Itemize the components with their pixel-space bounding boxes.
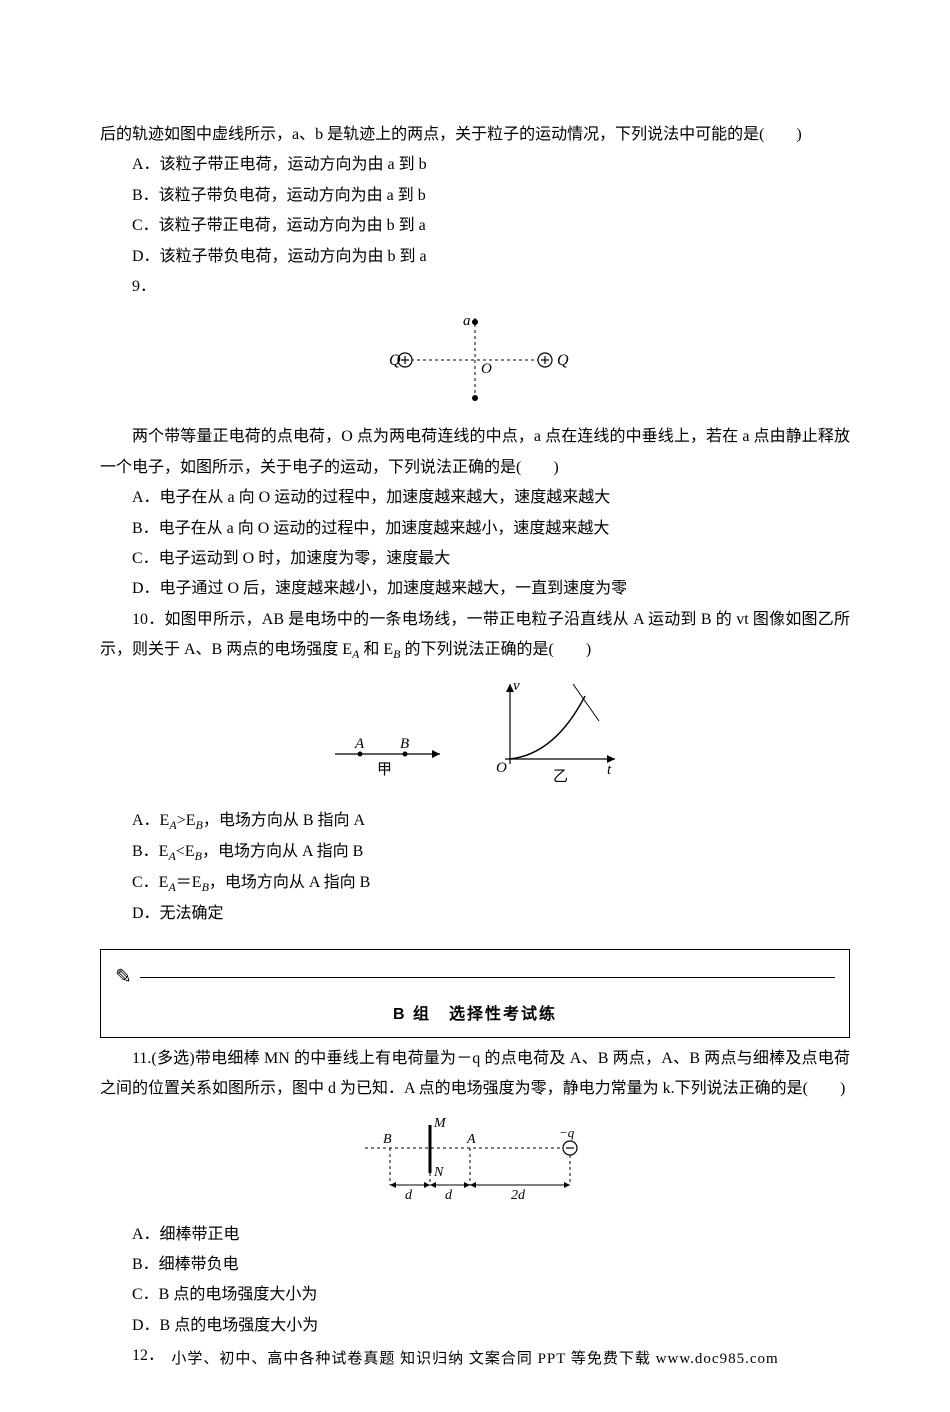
q10-stem-part3: 的下列说法正确的是( ) xyxy=(400,641,591,658)
right-q-label: Q xyxy=(557,352,569,369)
q10-stem: 10．如图甲所示，AB 是电场中的一条电场线，一带正电粒子沿直线从 A 运动到 … xyxy=(100,605,850,666)
q10-b-p2: <E xyxy=(176,843,195,860)
point-a-label: a xyxy=(463,313,471,329)
q10-opt-b: B．EA<EB，电场方向从 A 指向 B xyxy=(100,837,850,868)
m-label: M xyxy=(433,1116,447,1131)
a-point-label: A xyxy=(466,1132,476,1147)
q10-a-p1: A．E xyxy=(132,812,169,829)
d1-label: d xyxy=(405,1188,413,1203)
q10-opt-a: A．EA>EB，电场方向从 B 指向 A xyxy=(100,806,850,837)
point-a-icon xyxy=(472,319,478,325)
t-axis-label: t xyxy=(607,762,612,778)
point-bottom-icon xyxy=(472,395,478,401)
q9-opt-b: B．电子在从 a 向 O 运动的过程中，加速度越来越小，速度越来越大 xyxy=(100,514,850,544)
q9-opt-d: D．电子通过 O 后，速度越来越小，加速度越来越大，一直到速度为零 xyxy=(100,574,850,604)
q11-opt-d: D．B 点的电场强度大小为 xyxy=(100,1311,850,1341)
q10-diagram: A B 甲 v t O 乙 xyxy=(100,674,850,794)
pencil-icon: ✎ xyxy=(115,958,132,996)
point-o-label: O xyxy=(481,361,492,377)
q10-b-p3: ，电场方向从 A 指向 B xyxy=(202,843,363,860)
point-a-dot xyxy=(358,752,363,757)
section-title: B 组 选择性考试练 xyxy=(115,1000,835,1030)
q9-opt-a: A．电子在从 a 向 O 运动的过程中，加速度越来越大，速度越来越大 xyxy=(100,483,850,513)
q8-opt-d: D．该粒子带负电荷，运动方向为由 b 到 a xyxy=(100,242,850,272)
twod-label: 2d xyxy=(511,1188,526,1203)
q8-opt-b: B．该粒子带负电荷，运动方向为由 a 到 b xyxy=(100,181,850,211)
q10-c-p1: C．E xyxy=(132,874,168,891)
vt-curve xyxy=(510,696,585,759)
page: 后的轨迹如图中虚线所示，a、b 是轨迹上的两点，关于粒子的运动情况，下列说法中可… xyxy=(0,0,950,1412)
q10-c-p3: ，电场方向从 A 指向 B xyxy=(209,874,370,891)
box-divider xyxy=(140,977,835,978)
d2-label: d xyxy=(445,1188,453,1203)
q10-c-suba: A xyxy=(168,880,175,894)
section-box: ✎ B 组 选择性考试练 xyxy=(100,949,850,1037)
q9-diagram: Q Q a O xyxy=(100,310,850,410)
page-footer: 小学、初中、高中各种试卷真题 知识归纳 文案合同 PPT 等免费下载 www.d… xyxy=(0,1345,950,1374)
q10-a-p3: ，电场方向从 B 指向 A xyxy=(203,812,365,829)
tangent-line xyxy=(573,684,599,721)
q10-c-p2: ＝E xyxy=(176,874,202,891)
arrowhead-icon xyxy=(432,750,440,758)
q8-opt-a: A．该粒子带正电荷，运动方向为由 a 到 b xyxy=(100,150,850,180)
q10-opt-c: C．EA＝EB，电场方向从 A 指向 B xyxy=(100,868,850,899)
q9-number: 9． xyxy=(100,272,850,302)
n-label: N xyxy=(433,1165,444,1180)
q10-b-suba: A xyxy=(168,849,175,863)
jia-label: 甲 xyxy=(377,762,392,778)
q11-stem: 11.(多选)带电细棒 MN 的中垂线上有电荷量为－q 的点电荷及 A、B 两点… xyxy=(100,1044,850,1105)
q10-a-suba: A xyxy=(169,818,176,832)
q10-b-subb: B xyxy=(195,849,202,863)
minusq-label: −q xyxy=(559,1125,575,1140)
b-point-label: B xyxy=(383,1132,392,1147)
q11-opt-c: C．B 点的电场强度大小为 xyxy=(100,1280,850,1310)
yi-label: 乙 xyxy=(553,769,568,785)
q10-a-p2: >E xyxy=(177,812,196,829)
q9-stem: 两个带等量正电荷的点电荷，O 点为两电荷连线的中点，a 点在连线的中垂线上，若在… xyxy=(100,422,850,483)
origin-label: O xyxy=(496,760,507,776)
q10-opt-d: D．无法确定 xyxy=(100,899,850,929)
q10-c-subb: B xyxy=(202,880,209,894)
q9-opt-c: C．电子运动到 O 时，加速度为零，速度最大 xyxy=(100,544,850,574)
q10-a-subb: B xyxy=(195,818,202,832)
field-b-label: B xyxy=(400,736,409,752)
q11-diagram: M N B A −q d d xyxy=(100,1113,850,1208)
q11-opt-b: B．细棒带负电 xyxy=(100,1250,850,1280)
left-q-label: Q xyxy=(389,352,401,369)
q8-opt-c: C．该粒子带正电荷，运动方向为由 b 到 a xyxy=(100,211,850,241)
q10-stem-part2: 和 E xyxy=(359,641,393,658)
q10-b-p1: B．E xyxy=(132,843,168,860)
q8-stem: 后的轨迹如图中虚线所示，a、b 是轨迹上的两点，关于粒子的运动情况，下列说法中可… xyxy=(100,120,850,150)
field-a-label: A xyxy=(354,736,365,752)
v-axis-label: v xyxy=(513,678,520,694)
point-b-dot xyxy=(403,752,408,757)
q11-opt-a: A．细棒带正电 xyxy=(100,1220,850,1250)
